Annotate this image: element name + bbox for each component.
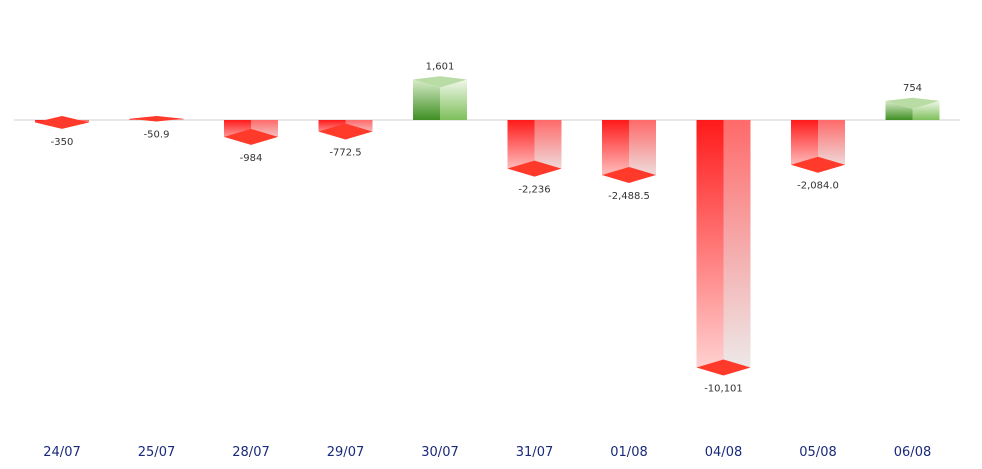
value-label-04-08: -10,101: [704, 384, 743, 395]
bars-layer: [35, 76, 940, 376]
value-labels-layer: -350 -50.9 -984 -772.5 1,601 -2,236 -2,488.5 -1…: [51, 61, 922, 394]
x-tick-label-24-07: 24/07: [43, 445, 80, 460]
x-tick-label-28-07: 28/07: [232, 445, 269, 460]
value-label-29-07: -772.5: [329, 148, 361, 159]
bar-25-07: [129, 116, 184, 122]
x-tick-label-29-07: 29/07: [327, 445, 364, 460]
bar-cap: [507, 160, 562, 177]
bar-face-right: [440, 79, 467, 120]
value-label-30-07: 1,601: [426, 61, 455, 72]
bar-cap: [885, 97, 940, 109]
bar-cap: [129, 116, 184, 122]
bar-face-left: [507, 120, 535, 177]
bar-24-07: [35, 116, 89, 129]
x-tick-label-31-07: 31/07: [516, 445, 553, 460]
bar-01-08: [602, 120, 656, 183]
bar-face-right: [534, 120, 562, 177]
bar-cap: [35, 116, 89, 129]
value-label-06-08: 754: [903, 83, 922, 94]
value-label-24-07: -350: [51, 137, 74, 148]
value-label-01-08: -2,488.5: [608, 191, 650, 202]
x-tick-label-04-08: 04/08: [705, 445, 742, 460]
bar-cap: [696, 359, 751, 376]
value-label-28-07: -984: [240, 153, 263, 164]
bar-face-left: [413, 79, 440, 120]
bar-04-08: [696, 120, 751, 376]
x-tick-label-06-08: 06/08: [894, 445, 931, 460]
bar-cap: [318, 123, 373, 140]
bar-29-07: [318, 120, 373, 140]
bar-05-08: [791, 120, 845, 173]
x-axis-labels: 24/07 25/07 28/07 29/07 30/07 31/07 01/08 04/08…: [43, 445, 931, 460]
bar-face-left: [602, 120, 629, 183]
bar-cap: [602, 166, 656, 183]
x-tick-label-01-08: 01/08: [610, 445, 647, 460]
value-label-05-08: -2,084.0: [797, 181, 839, 192]
x-tick-label-25-07: 25/07: [138, 445, 175, 460]
bar-cap: [413, 76, 467, 88]
bar-06-08: [885, 97, 940, 120]
bar-face-right: [723, 120, 751, 376]
bar-face-left: [696, 120, 724, 376]
bar-face-right: [629, 120, 656, 183]
x-tick-label-30-07: 30/07: [421, 445, 458, 460]
bar-cap: [791, 156, 845, 173]
bar-cap: [224, 128, 278, 145]
x-tick-label-05-08: 05/08: [799, 445, 836, 460]
value-label-31-07: -2,236: [518, 185, 550, 196]
value-label-25-07: -50.9: [144, 130, 170, 141]
bar-31-07: [507, 120, 562, 177]
bar-28-07: [224, 120, 278, 145]
bar-30-07: [413, 76, 467, 120]
bar-face-left: [885, 100, 913, 120]
bar-face-right: [912, 100, 940, 120]
